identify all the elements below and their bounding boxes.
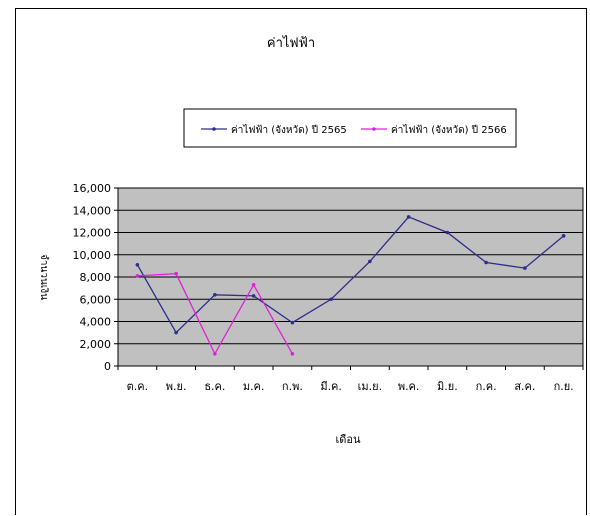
data-point <box>135 274 140 278</box>
y-tick-label: 6,000 <box>80 293 112 306</box>
data-point <box>251 282 256 287</box>
data-point <box>523 266 527 270</box>
data-point <box>213 351 217 356</box>
y-tick-label: 16,000 <box>73 182 112 195</box>
data-point <box>251 294 256 298</box>
x-tick-label: เม.ย. <box>358 380 382 393</box>
chart-title: ค่าไฟฟ้า <box>267 35 315 51</box>
legend-marker <box>212 127 216 131</box>
data-point <box>406 215 411 219</box>
x-tick-label: พ.ย. <box>166 380 187 393</box>
data-point <box>174 330 178 335</box>
data-point <box>213 293 217 297</box>
y-tick-label: 12,000 <box>73 227 112 240</box>
data-point <box>135 262 140 267</box>
x-tick-label: มิ.ย. <box>437 380 458 393</box>
y-tick-label: 8,000 <box>80 271 112 284</box>
x-tick-label: ส.ค. <box>514 380 535 393</box>
series-line-1 <box>136 216 565 334</box>
x-tick-label: ก.ค. <box>476 380 497 393</box>
series-layer <box>135 215 566 356</box>
data-point <box>329 297 333 302</box>
y-axis: 0 2,000 4,000 6,000 8,000 10,000 12,000 14,000 1… <box>73 182 118 373</box>
x-tick-label: ต.ค. <box>127 380 149 393</box>
legend-label: ค่าไฟฟ้า (จังหวัด) ปี 2566 <box>391 124 507 136</box>
x-tick-label: ธ.ค. <box>204 380 225 393</box>
data-point <box>484 260 488 265</box>
data-point <box>174 271 178 276</box>
chart-frame: ค่าไฟฟ้า ค่าไฟฟ้า (จังหวัด) ปี 2565 ค่าไฟ… <box>15 8 587 515</box>
x-tick-label: ม.ค. <box>243 380 265 393</box>
legend-box <box>183 108 517 148</box>
data-point <box>290 351 295 356</box>
x-tick-label: มี.ค. <box>320 380 342 393</box>
y-tick-label: 2,000 <box>80 338 112 351</box>
y-axis-label: จำนวนเงิน <box>38 254 49 300</box>
y-tick-label: 0 <box>104 360 111 373</box>
data-point <box>290 320 295 325</box>
y-tick-label: 14,000 <box>73 204 112 217</box>
legend-label: ค่าไฟฟ้า (จังหวัด) ปี 2565 <box>231 124 347 136</box>
x-tick-label: พ.ค. <box>398 380 420 393</box>
data-point <box>368 259 372 264</box>
y-tick-label: 10,000 <box>73 249 112 262</box>
x-axis: ต.ค. พ.ย. ธ.ค. ม.ค. ก.พ. มี.ค. เม.ย. พ.ค. มิ.ย. ก… <box>117 366 584 393</box>
x-tick-label: ก.ย. <box>554 380 574 393</box>
gridlines <box>118 209 583 345</box>
legend-marker <box>372 127 376 131</box>
data-point <box>445 230 450 235</box>
legend: ค่าไฟฟ้า (จังหวัด) ปี 2565 ค่าไฟฟ้า (จังห… <box>201 124 507 136</box>
data-point <box>561 234 566 238</box>
y-tick-label: 4,000 <box>80 316 112 329</box>
x-tick-label: ก.พ. <box>282 380 303 393</box>
x-axis-label: เดือน <box>335 433 361 446</box>
line-chart: ค่าไฟฟ้า ค่าไฟฟ้า (จังหวัด) ปี 2565 ค่าไฟ… <box>38 35 584 446</box>
